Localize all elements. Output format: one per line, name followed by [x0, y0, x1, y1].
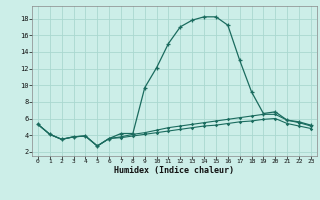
- X-axis label: Humidex (Indice chaleur): Humidex (Indice chaleur): [115, 166, 234, 175]
